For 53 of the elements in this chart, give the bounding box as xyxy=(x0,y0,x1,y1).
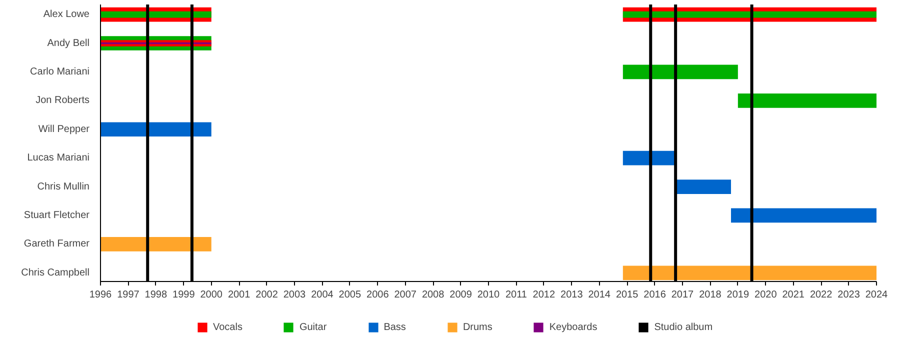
y-tick-label: Will Pepper xyxy=(38,124,90,135)
x-tick-label: 2020 xyxy=(754,290,778,300)
x-tick-label: 2000 xyxy=(200,290,223,300)
y-tick-label: Andy Bell xyxy=(47,38,90,49)
x-tick-label: 1996 xyxy=(89,290,112,300)
x-tick-label: 2008 xyxy=(422,290,445,300)
x-tick-label: 1998 xyxy=(144,290,168,300)
x-tick-label: 2018 xyxy=(699,290,722,300)
bar xyxy=(738,93,876,108)
x-tick-label: 2016 xyxy=(644,290,666,300)
x-tick-label: 2014 xyxy=(588,290,611,300)
y-tick-label: Chris Mullin xyxy=(37,181,90,192)
y-tick-label: Stuart Fletcher xyxy=(24,210,90,221)
x-tick-label: 1999 xyxy=(172,290,196,300)
x-tick-label: 2007 xyxy=(394,290,417,300)
x-tick-label: 2012 xyxy=(532,290,556,300)
bar xyxy=(100,122,212,137)
x-tick-label: 2004 xyxy=(311,290,334,300)
x-tick-label: 2001 xyxy=(228,290,251,300)
x-tick-label: 2019 xyxy=(726,290,750,300)
x-tick-label: 2017 xyxy=(671,290,694,300)
x-tick-label: 2010 xyxy=(477,290,500,300)
bar xyxy=(622,64,738,80)
x-tick-label: 2021 xyxy=(782,290,805,300)
legend-label: Vocals xyxy=(213,322,242,332)
bar xyxy=(676,180,731,194)
bar xyxy=(622,266,876,280)
bar xyxy=(622,11,876,18)
x-tick-label: 1997 xyxy=(117,290,140,300)
x-tick-label: 2011 xyxy=(505,290,528,300)
legend-label: Bass xyxy=(384,322,406,332)
x-tick-label: 2009 xyxy=(450,290,472,300)
x-tick-label: 2005 xyxy=(338,290,362,300)
y-tick-label: Jon Roberts xyxy=(36,95,90,106)
x-tick-label: 2024 xyxy=(865,290,888,300)
x-tick-label: 2023 xyxy=(838,290,860,300)
legend-label: Guitar xyxy=(299,322,327,332)
y-tick-label: Chris Campbell xyxy=(21,267,90,278)
legend-label: Drums xyxy=(462,322,492,332)
legend-label: Studio album xyxy=(654,322,713,332)
y-tick-label: Carlo Mariani xyxy=(30,66,90,78)
x-tick-label: 2022 xyxy=(810,290,833,300)
bar xyxy=(100,11,212,18)
y-tick-label: Gareth Farmer xyxy=(24,238,90,250)
x-tick-label: 2002 xyxy=(256,290,278,300)
x-tick-label: 2003 xyxy=(283,290,306,300)
x-tick-label: 2006 xyxy=(366,290,390,300)
y-tick-label: Lucas Mariani xyxy=(27,152,90,164)
x-tick-label: 2015 xyxy=(616,290,639,300)
x-tick-label: 2013 xyxy=(560,290,584,300)
bar xyxy=(731,208,876,223)
legend-label: Keyboards xyxy=(549,322,598,332)
y-tick-label: Alex Lowe xyxy=(43,9,90,20)
